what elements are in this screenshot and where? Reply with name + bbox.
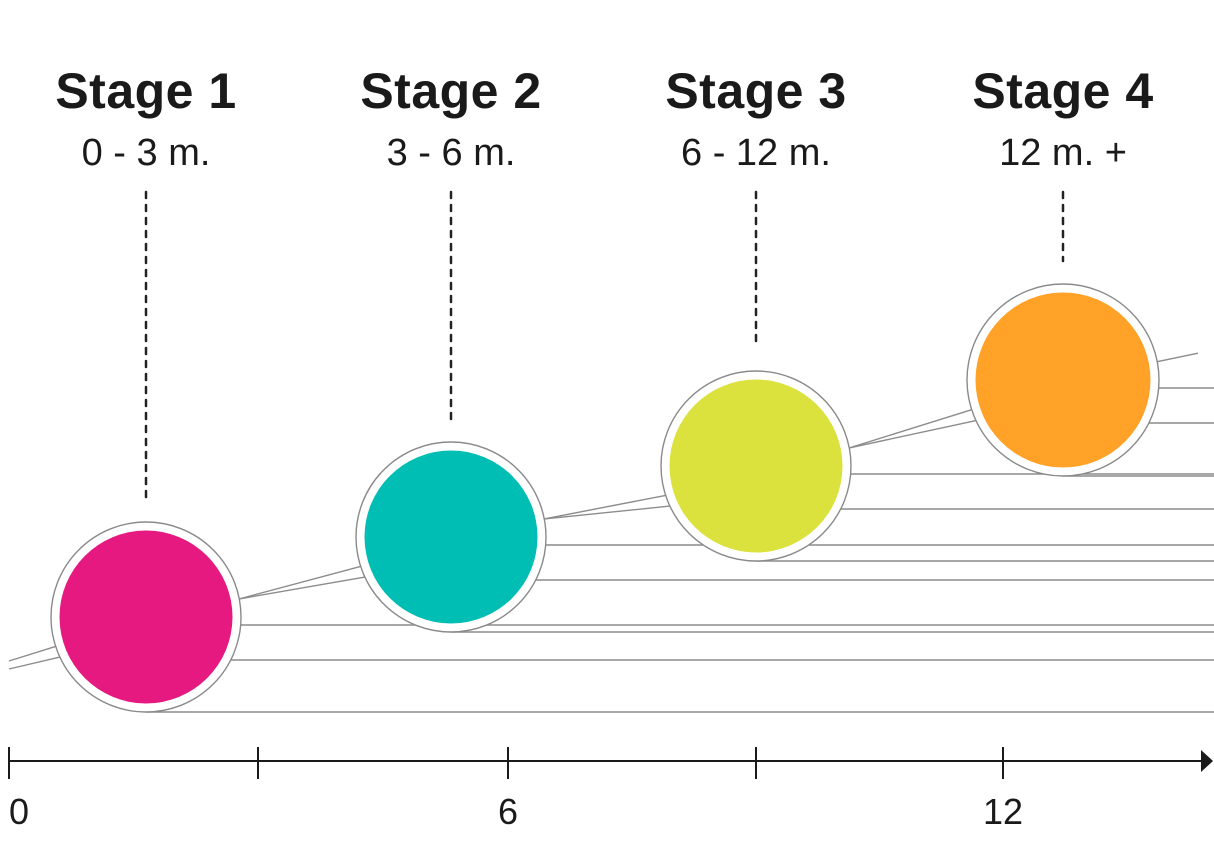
svg-text:Stage 1: Stage 1 [55,63,236,119]
svg-text:12: 12 [983,791,1023,832]
svg-text:0: 0 [9,791,29,832]
svg-text:6 - 12 m.: 6 - 12 m. [681,132,831,174]
svg-text:Stage 2: Stage 2 [360,63,541,119]
svg-text:12 m. +: 12 m. + [999,132,1127,174]
svg-text:Stage 3: Stage 3 [665,63,846,119]
svg-text:3 - 6 m.: 3 - 6 m. [387,132,516,174]
svg-text:6: 6 [498,791,518,832]
svg-text:Stage 4: Stage 4 [972,63,1153,119]
svg-text:0 - 3 m.: 0 - 3 m. [82,132,211,174]
